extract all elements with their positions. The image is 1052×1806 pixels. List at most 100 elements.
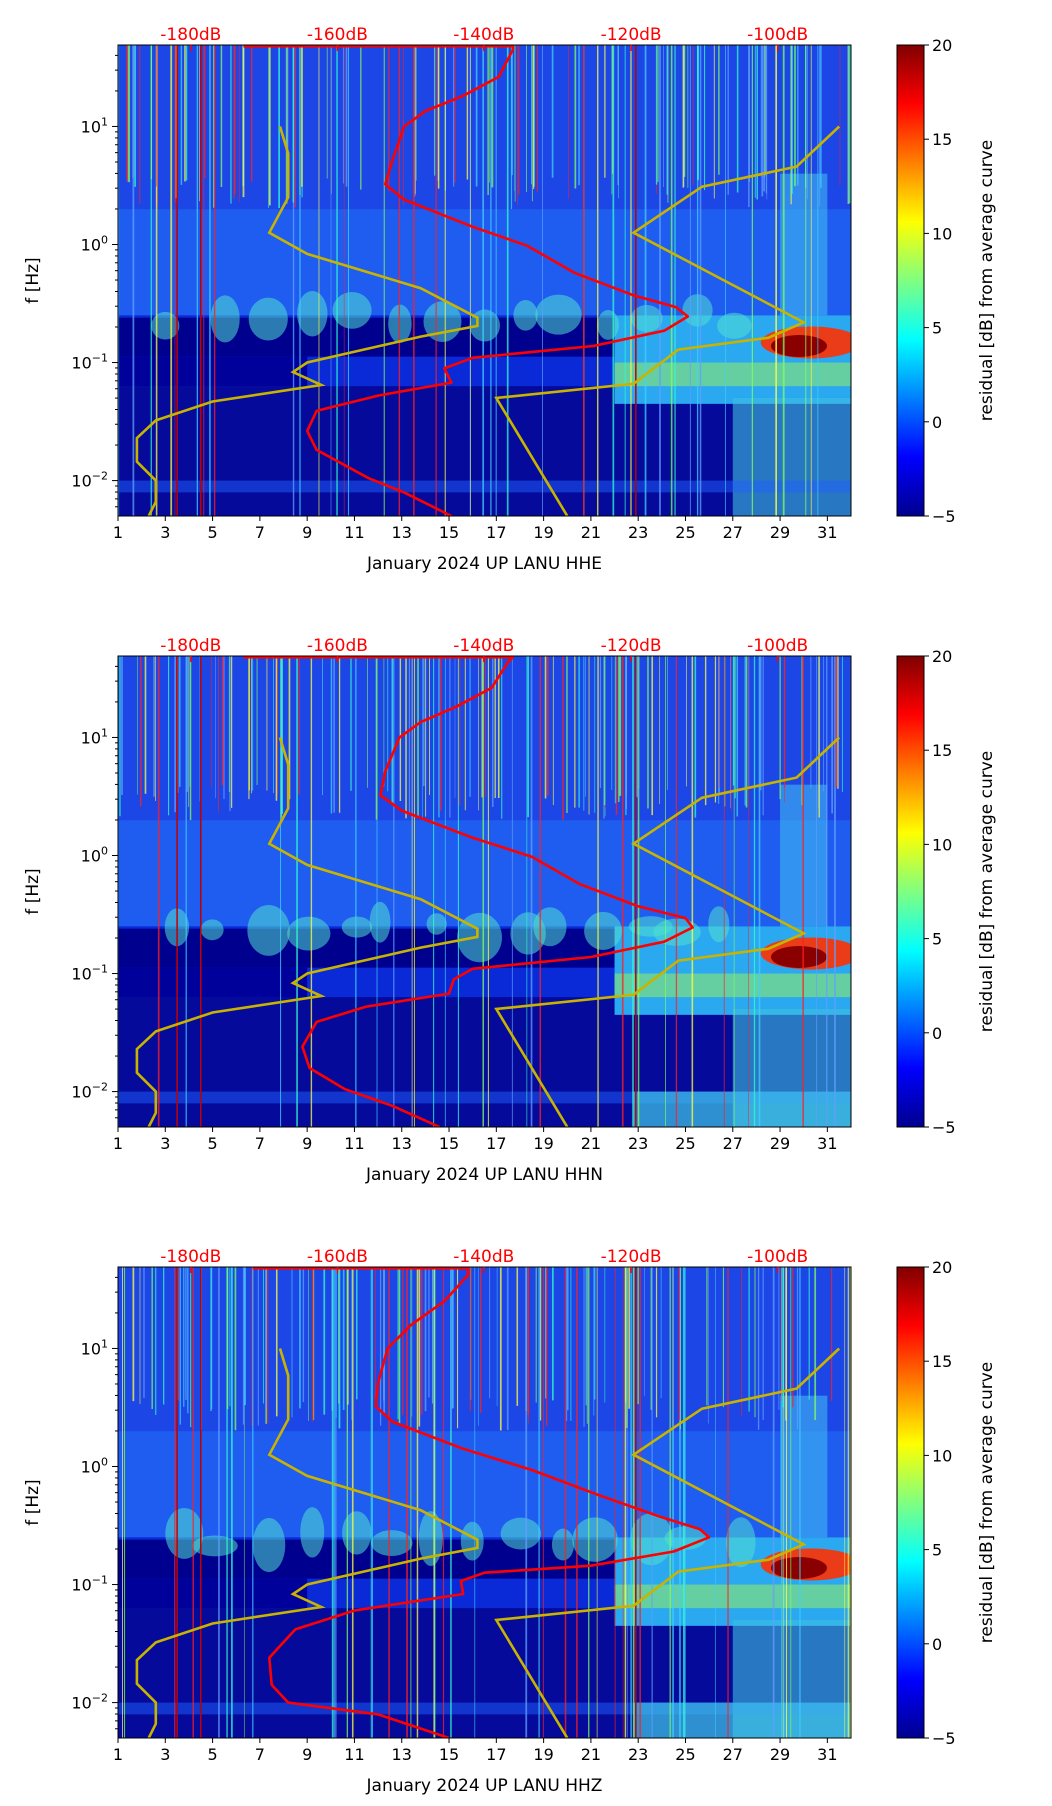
- heatmap-region: [633, 1702, 851, 1738]
- heatmap-blob: [572, 1517, 618, 1562]
- heatmap-region: [614, 362, 851, 387]
- x-tick-label: 5: [207, 1134, 217, 1153]
- y-tick-label: 101: [81, 115, 108, 136]
- heatmap-blob: [426, 913, 447, 935]
- y-axis-label: f [Hz]: [23, 1479, 43, 1525]
- x-axis-label: January 2024 UP LANU HHZ: [366, 1776, 603, 1796]
- red-average-curve: [243, 45, 690, 516]
- heatmap-blob: [533, 907, 567, 947]
- x-tick-label: 13: [392, 1134, 412, 1153]
- heatmap-blob: [717, 312, 752, 339]
- x-tick-label: 11: [344, 1134, 364, 1153]
- x-tick-label: 29: [770, 523, 790, 542]
- heatmap-blob: [341, 916, 373, 938]
- heatmap-blob: [247, 904, 290, 956]
- x-tick-label: 1: [113, 523, 123, 542]
- heatmap-region: [118, 1578, 308, 1609]
- top-db-tick-label: -160dB: [307, 1247, 368, 1267]
- x-tick-label: 19: [533, 1134, 553, 1153]
- colorbar-tick-label: −5: [932, 1118, 956, 1137]
- heatmap-blob: [584, 911, 623, 950]
- heatmap-region: [118, 45, 851, 210]
- y-axis-label: f [Hz]: [23, 868, 43, 914]
- heatmap-blob: [370, 1530, 413, 1556]
- x-tick-label: 19: [533, 523, 553, 542]
- top-db-tick-label: -120dB: [601, 25, 662, 45]
- x-tick-label: 3: [160, 523, 170, 542]
- heatmap-blob: [287, 916, 331, 951]
- colorbar-tick-label: −5: [932, 1729, 956, 1748]
- x-tick-label: 21: [581, 1134, 601, 1153]
- heatmap-blob: [192, 1535, 238, 1557]
- colorbar-tick-label: 10: [932, 835, 952, 854]
- heatmap-hot-core: [770, 335, 827, 358]
- top-db-tick-label: -120dB: [601, 1247, 662, 1267]
- heatmap-region: [633, 1091, 851, 1127]
- heatmap-region: [118, 480, 851, 493]
- top-db-tick-label: -160dB: [307, 25, 368, 45]
- y-tick-label: 100: [81, 233, 108, 254]
- x-axis-label: January 2024 UP LANU HHN: [365, 1165, 603, 1185]
- heatmap-region: [118, 1702, 851, 1715]
- y-tick-label: 10−1: [71, 1574, 108, 1595]
- x-tick-label: 21: [581, 523, 601, 542]
- spectrogram-image: [118, 45, 851, 516]
- heatmap-region: [118, 967, 308, 998]
- heatmap-region: [118, 820, 851, 927]
- heatmap-blob: [300, 1507, 325, 1558]
- colorbar-tick-label: 5: [932, 930, 942, 949]
- x-tick-label: 17: [486, 1745, 506, 1764]
- colorbar-label: residual [dB] from average curve: [977, 1362, 997, 1643]
- heatmap-region: [732, 397, 851, 516]
- x-tick-label: 7: [255, 523, 265, 542]
- top-db-tick-label: -180dB: [160, 636, 221, 656]
- x-tick-label: 5: [207, 1745, 217, 1764]
- colorbar-tick-label: 15: [932, 741, 952, 760]
- y-tick-label: 101: [81, 1337, 108, 1358]
- x-tick-label: 13: [392, 1745, 412, 1764]
- heatmap-blob: [369, 901, 391, 943]
- colorbar-label: residual [dB] from average curve: [977, 751, 997, 1032]
- x-tick-label: 29: [770, 1745, 790, 1764]
- heatmap-blob: [597, 310, 619, 340]
- x-tick-label: 7: [255, 1134, 265, 1153]
- x-tick-label: 7: [255, 1745, 265, 1764]
- heatmap-blob: [630, 304, 663, 332]
- top-db-tick-label: -180dB: [160, 1247, 221, 1267]
- x-tick-label: 11: [344, 523, 364, 542]
- x-tick-label: 29: [770, 1134, 790, 1153]
- heatmap-blob: [460, 1521, 484, 1561]
- colorbar-tick-label: 5: [932, 1541, 942, 1560]
- top-db-tick-label: -120dB: [601, 636, 662, 656]
- top-db-tick-label: -100dB: [747, 636, 808, 656]
- heatmap-blob: [151, 311, 180, 340]
- x-tick-label: 23: [628, 1134, 648, 1153]
- x-tick-label: 9: [302, 523, 312, 542]
- colorbar-tick-label: 15: [932, 130, 952, 149]
- x-tick-label: 3: [160, 1745, 170, 1764]
- colorbar-tick-label: 20: [932, 1258, 952, 1277]
- x-tick-label: 27: [723, 1745, 743, 1764]
- heatmap-region: [614, 973, 851, 998]
- heatmap-region: [614, 1584, 851, 1609]
- x-tick-label: 31: [817, 523, 837, 542]
- top-db-tick-label: -160dB: [307, 636, 368, 656]
- yellow-reference-curve-2: [494, 1347, 841, 1738]
- colorbar: [896, 44, 925, 517]
- colorbar-label: residual [dB] from average curve: [977, 140, 997, 421]
- x-tick-label: 17: [486, 523, 506, 542]
- heatmap-blob: [513, 299, 538, 331]
- heatmap-blob: [726, 1517, 756, 1568]
- colorbar-tick-label: 5: [932, 319, 942, 338]
- y-tick-label: 101: [81, 726, 108, 747]
- x-tick-label: 13: [392, 523, 412, 542]
- colorbar: [896, 655, 925, 1128]
- x-tick-label: 25: [675, 523, 695, 542]
- heatmap-blob: [342, 1511, 372, 1555]
- x-tick-label: 31: [817, 1745, 837, 1764]
- y-tick-label: 10−1: [71, 963, 108, 984]
